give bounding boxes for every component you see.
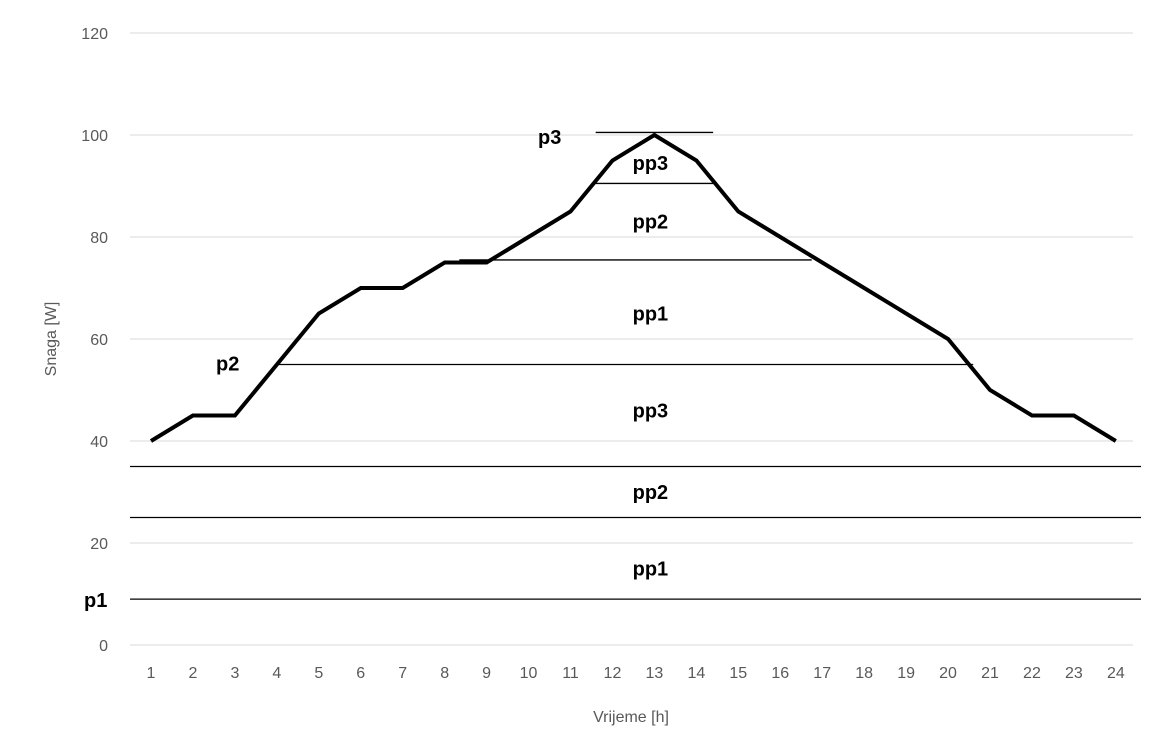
x-tick-label: 9 xyxy=(482,665,491,682)
x-tick-label: 17 xyxy=(813,665,831,682)
band-label: pp1 xyxy=(633,559,669,581)
level-label: p3 xyxy=(538,127,561,149)
y-tick-labels: 0 20 40 60 80 100 120 xyxy=(81,26,108,655)
level-labels: p1 p2 p3 xyxy=(84,127,561,612)
x-tick-label: 19 xyxy=(897,665,915,682)
y-tick-label: 0 xyxy=(99,638,108,655)
y-tick-label: 120 xyxy=(81,26,108,43)
x-tick-label: 10 xyxy=(520,665,538,682)
x-tick-label: 13 xyxy=(646,665,664,682)
gridlines xyxy=(130,32,1133,646)
x-tick-label: 24 xyxy=(1107,665,1125,682)
x-tick-label: 16 xyxy=(771,665,789,682)
x-tick-label: 18 xyxy=(855,665,873,682)
x-tick-label: 6 xyxy=(356,665,365,682)
y-tick-label: 60 xyxy=(90,332,108,349)
band-label: pp3 xyxy=(633,400,669,422)
reference-lines xyxy=(130,131,1142,600)
y-tick-label: 100 xyxy=(81,128,108,145)
y-axis-title: Snaga [W] xyxy=(43,302,60,377)
x-tick-label: 20 xyxy=(939,665,957,682)
x-tick-label: 11 xyxy=(562,665,579,682)
y-tick-label: 40 xyxy=(90,434,108,451)
band-labels: pp1 pp2 pp3 pp1 pp2 pp3 xyxy=(633,153,669,580)
band-label: pp3 xyxy=(633,153,669,175)
band-label: pp2 xyxy=(633,482,669,504)
band-label: pp2 xyxy=(633,212,669,234)
x-tick-label: 15 xyxy=(729,665,747,682)
x-tick-label: 3 xyxy=(230,665,239,682)
x-tick-label: 8 xyxy=(440,665,449,682)
y-tick-label: 20 xyxy=(90,536,108,553)
x-tick-label: 14 xyxy=(687,665,705,682)
x-tick-label: 12 xyxy=(604,665,622,682)
level-label: p1 xyxy=(84,590,107,612)
x-tick-label: 21 xyxy=(981,665,999,682)
band-label: pp1 xyxy=(633,304,669,326)
x-tick-label: 23 xyxy=(1065,665,1083,682)
x-tick-label: 2 xyxy=(188,665,197,682)
x-tick-label: 1 xyxy=(147,665,156,682)
x-tick-label: 22 xyxy=(1023,665,1041,682)
x-axis-title: Vrijeme [h] xyxy=(593,709,669,726)
x-tick-label: 5 xyxy=(314,665,323,682)
y-tick-label: 80 xyxy=(90,230,108,247)
x-tick-label: 4 xyxy=(272,665,281,682)
series-line xyxy=(149,132,1117,443)
level-label: p2 xyxy=(216,354,239,376)
x-tick-labels: 1 2 3 4 5 6 7 8 9 10 11 12 13 14 15 16 17 18 19 20 21 22 23 24 xyxy=(147,665,1125,682)
x-tick-label: 7 xyxy=(398,665,407,682)
